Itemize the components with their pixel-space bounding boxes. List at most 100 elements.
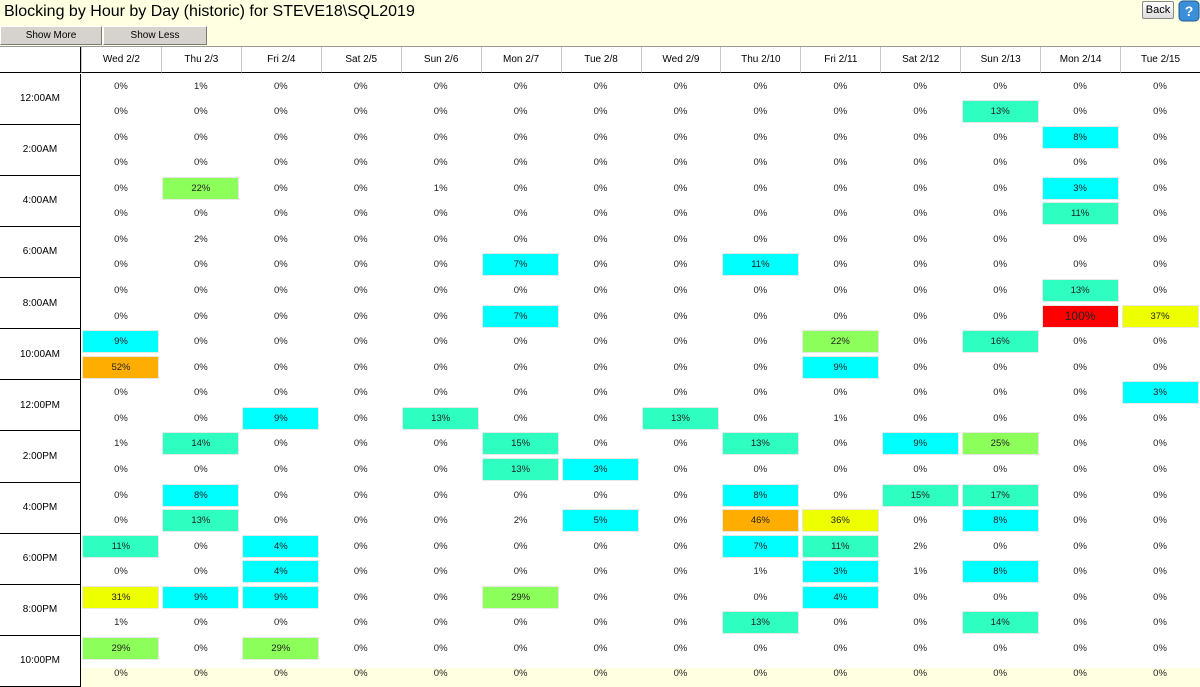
blocking-cell: 0% [81,176,161,201]
blocking-value: 0% [1073,106,1087,118]
blocking-value: 0% [913,515,928,527]
blocking-cell: 29% [241,636,321,661]
blocking-cell: 0% [720,74,800,99]
blocking-value: 0% [1153,438,1167,450]
blocking-value: 0% [513,208,528,220]
blocking-cell: 0% [481,534,561,559]
blocking-cell: 0% [161,201,241,226]
blocking-cell: 0% [641,636,721,661]
blocking-cell: 0% [1120,176,1200,201]
blocking-cell: 0% [401,278,481,303]
blocking-cell: 0% [161,304,241,329]
blocking-cell: 0% [321,278,401,303]
blocking-value: 0% [194,157,208,169]
blocking-cell: 14% [161,431,241,456]
blocking-cell: 0% [641,252,721,277]
blocking-value: 0% [353,617,368,629]
blocking-cell: 0% [800,457,880,482]
blocking-cell: 0% [720,585,800,610]
blocking-value: 0% [1073,540,1087,552]
blocking-cell: 0% [800,176,880,201]
blocking-cell: 0% [321,304,401,329]
blocking-value: 0% [1073,157,1087,169]
toolbar: Show More Show Less [0,26,208,45]
blocking-cell: 0% [81,125,161,150]
blocking-value: 0% [1153,540,1167,552]
blocking-value: 0% [1073,668,1087,680]
time-label: 4:00PM [0,482,81,534]
blocking-cell: 0% [960,227,1040,252]
blocking-cell: 0% [960,125,1040,150]
blocking-cell: 9% [161,585,241,610]
blocking-cell: 0% [161,329,241,354]
blocking-cell: 0% [161,150,241,175]
blocking-cell: 0% [800,431,880,456]
blocking-value: 0% [194,208,208,220]
blocking-cell: 9% [241,406,321,431]
blocking-value: 0% [993,182,1008,194]
blocking-cell: 0% [1040,252,1120,277]
blocking-cell: 7% [481,304,561,329]
blocking-cell: 0% [401,457,481,482]
blocking-value: 0% [913,387,928,399]
blocking-value: 0% [353,182,368,194]
blocking-cell: 0% [720,304,800,329]
blocking-value: 0% [114,515,128,527]
blocking-cell: 13% [720,431,800,456]
blocking-value: 0% [593,617,608,629]
blocking-cell: 0% [1040,585,1120,610]
blocking-cell: 0% [321,661,401,686]
blocking-value: 0% [593,131,608,143]
blocking-cell: 25% [960,431,1040,456]
blocking-value: 0% [913,617,928,629]
blocking-cell: 0% [561,227,641,252]
blocking-cell: 46% [720,508,800,533]
show-more-button[interactable]: Show More [0,26,102,45]
help-icon[interactable]: ? [1178,0,1200,22]
blocking-cell: 0% [401,431,481,456]
blocking-cell: 0% [561,329,641,354]
blocking-cell: 0% [1120,534,1200,559]
blocking-cell: 0% [321,125,401,150]
blocking-value: 0% [833,233,848,245]
blocking-value: 0% [673,463,688,475]
blocking-value: 0% [1153,80,1167,92]
blocking-cell: 0% [401,380,481,405]
blocking-cell: 3% [1120,380,1200,405]
blocking-value: 13% [641,406,719,430]
blocking-value: 3% [562,457,640,481]
blocking-value: 0% [913,182,928,194]
blocking-cell: 0% [880,227,960,252]
blocking-cell: 0% [641,457,721,482]
blocking-cell: 0% [880,252,960,277]
blocking-cell: 8% [161,483,241,508]
blocking-cell: 0% [401,125,481,150]
day-header: Tue 2/15 [1120,47,1200,73]
blocking-value: 11% [82,534,160,558]
blocking-value: 0% [673,438,688,450]
blocking-cell: 0% [321,227,401,252]
blocking-cell: 0% [561,661,641,686]
blocking-value: 8% [162,483,240,507]
day-header: Sun 2/13 [960,47,1041,73]
blocking-value: 0% [913,361,928,373]
blocking-cell: 0% [880,610,960,635]
blocking-value: 0% [1073,642,1087,654]
blocking-cell: 0% [241,380,321,405]
blocking-value: 15% [881,483,959,507]
blocking-value: 0% [273,463,288,475]
blocking-cell: 0% [81,380,161,405]
blocking-value: 0% [194,336,208,348]
blocking-cell: 2% [161,227,241,252]
blocking-value: 0% [513,233,528,245]
blocking-cell: 0% [960,355,1040,380]
blocking-value: 0% [993,591,1008,603]
back-button[interactable]: Back [1142,1,1174,19]
blocking-value: 0% [273,336,288,348]
time-label: 12:00AM [0,73,81,125]
blocking-value: 0% [194,310,208,322]
show-less-button[interactable]: Show Less [103,26,207,45]
blocking-cell: 0% [1040,329,1120,354]
blocking-cell: 0% [401,636,481,661]
day-header: Tue 2/8 [560,47,641,73]
